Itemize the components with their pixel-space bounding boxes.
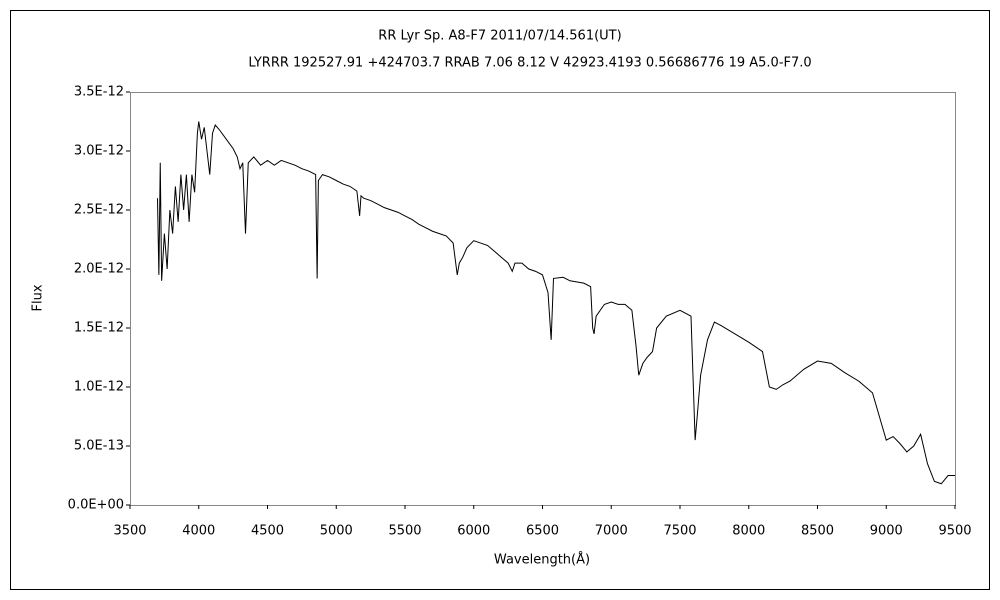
x-tick-label: 7000 (595, 524, 628, 539)
y-tick-label: 0.0E+00 (68, 498, 124, 513)
y-tick-label: 3.0E-12 (74, 144, 124, 159)
y-axis-label: Flux (31, 284, 46, 311)
x-tick-label: 9000 (870, 524, 903, 539)
x-tick-label: 6000 (457, 524, 490, 539)
y-tick-label: 1.5E-12 (74, 321, 124, 336)
x-tick-label: 8000 (732, 524, 765, 539)
y-tick-label: 5.0E-13 (74, 439, 124, 454)
x-tick-label: 7500 (663, 524, 696, 539)
x-axis-label: Wavelength(Å) (494, 552, 590, 568)
x-tick-label: 5000 (320, 524, 353, 539)
y-tick-label: 2.5E-12 (74, 203, 124, 218)
x-tick-label: 8500 (801, 524, 834, 539)
x-tick-label: 4000 (182, 524, 215, 539)
chart-subtitle: LYRRR 192527.91 +424703.7 RRAB 7.06 8.12… (248, 56, 811, 71)
y-tick-label: 1.0E-12 (74, 380, 124, 395)
chart-title: RR Lyr Sp. A8-F7 2011/07/14.561(UT) (378, 29, 621, 44)
x-tick-label: 6500 (526, 524, 559, 539)
x-tick-label: 9500 (938, 524, 971, 539)
chart-border (10, 10, 990, 590)
y-tick-label: 3.5E-12 (74, 85, 124, 100)
x-tick-label: 4500 (251, 524, 284, 539)
x-tick-label: 3500 (113, 524, 146, 539)
x-tick-label: 5500 (388, 524, 421, 539)
y-tick-label: 2.0E-12 (74, 262, 124, 277)
spectrum-line (157, 121, 955, 485)
